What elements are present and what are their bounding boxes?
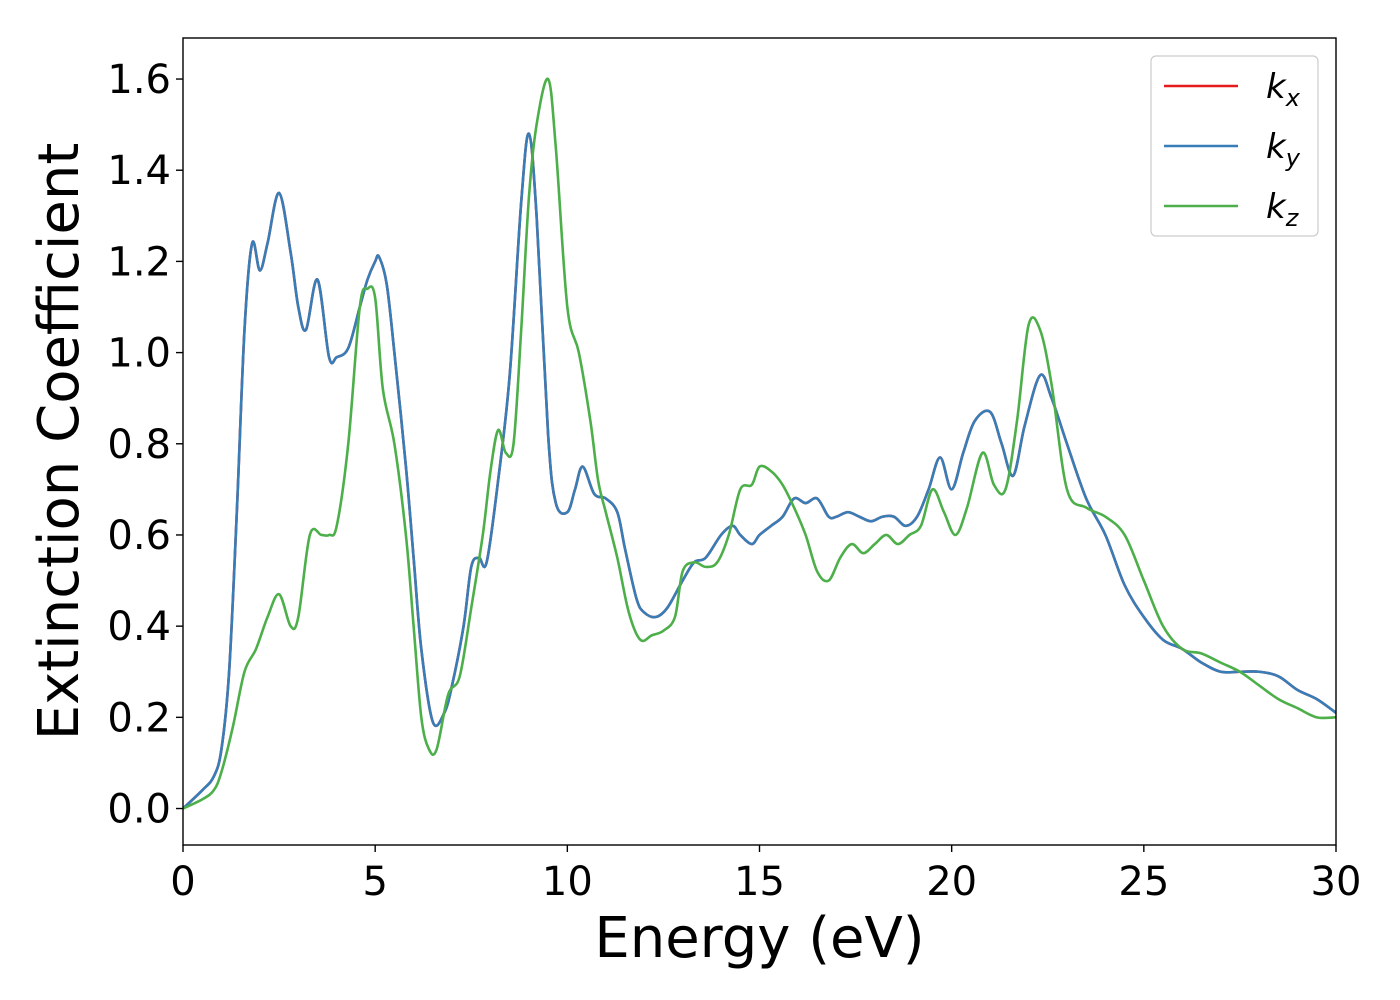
legend: kx ky kz	[1150, 55, 1319, 237]
series-layer	[183, 77, 1336, 810]
legend-label-kz: kz	[1266, 187, 1300, 232]
x-tick-label: 0	[170, 859, 195, 905]
x-tick-label: 20	[926, 859, 977, 905]
x-tick-label: 10	[542, 859, 593, 905]
y-tick-label: 0.2	[107, 695, 171, 741]
y-axis-title: Extinction Coefficient	[27, 143, 92, 741]
y-tick-label: 0.0	[107, 787, 171, 833]
x-tick-label: 30	[1311, 859, 1362, 905]
y-tick-label: 1.6	[107, 57, 171, 103]
x-tick-label: 15	[734, 859, 785, 905]
x-tick-label: 5	[362, 859, 387, 905]
series-line-ky	[183, 132, 1336, 810]
y-tick-label: 1.2	[107, 239, 171, 285]
legend-label-kx: kx	[1266, 67, 1301, 112]
y-tick-label: 0.4	[107, 604, 171, 650]
ticks-layer: 0 5 10 15 20 25 30 0.0 0.2 0.4 0.6 0.8 1.0 1.2 1.4 1.6	[107, 57, 1361, 905]
x-tick-label: 25	[1118, 859, 1169, 905]
y-tick-label: 1.0	[107, 331, 171, 377]
y-tick-label: 0.6	[107, 513, 171, 559]
x-axis-title: Energy (eV)	[594, 906, 924, 971]
series-line-kz	[183, 77, 1336, 810]
y-tick-label: 1.4	[107, 148, 171, 194]
legend-label-ky: ky	[1266, 127, 1301, 172]
y-tick-label: 0.8	[107, 422, 171, 468]
